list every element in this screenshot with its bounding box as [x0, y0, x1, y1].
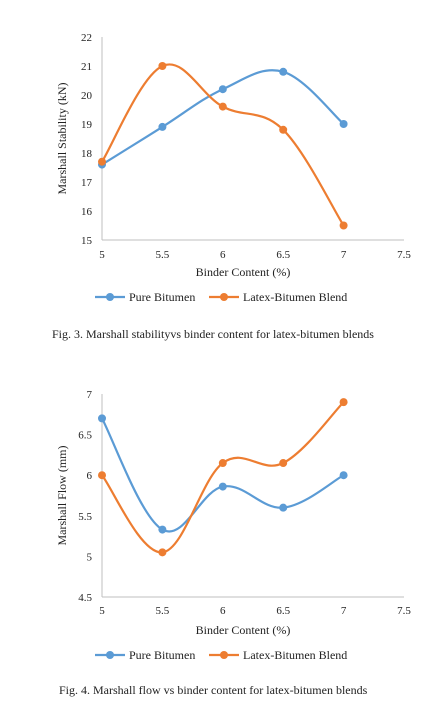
y-tick-label: 20: [81, 90, 93, 102]
x-tick-label: 6.5: [276, 605, 290, 617]
data-point-pure-bitumen: [218, 482, 227, 491]
data-point-pure-bitumen: [279, 503, 288, 512]
data-point-latex-bitumen: [98, 471, 106, 480]
data-point-latex-bitumen: [279, 125, 288, 134]
y-axis-title: Marshall Stability (kN): [55, 83, 69, 195]
x-tick-label: 6: [220, 605, 226, 617]
x-tick-label: 7: [341, 249, 347, 261]
y-axis-title: Marshall Flow (mm): [55, 446, 69, 546]
data-point-latex-bitumen: [158, 548, 167, 557]
legend-label-latex-bitumen: Latex-Bitumen Blend: [243, 648, 347, 662]
data-point-pure-bitumen: [218, 85, 227, 94]
y-tick-label: 5: [87, 551, 93, 563]
data-point-pure-bitumen: [279, 67, 288, 76]
y-tick-label: 6: [87, 470, 93, 482]
x-tick-label: 5.5: [156, 249, 170, 261]
x-tick-label: 5.5: [156, 605, 170, 617]
data-point-latex-bitumen: [98, 157, 106, 166]
y-tick-label: 17: [81, 177, 93, 189]
fig4-caption: Fig. 4. Marshall flow vs binder content …: [59, 683, 368, 697]
y-tick-label: 7: [87, 389, 93, 401]
x-tick-label: 7.5: [397, 605, 411, 617]
data-point-pure-bitumen: [339, 120, 348, 128]
data-point-latex-bitumen: [339, 221, 348, 230]
legend-swatch-marker-latex-bitumen: [220, 293, 228, 301]
y-tick-label: 22: [81, 32, 92, 44]
data-point-latex-bitumen: [218, 459, 227, 468]
data-point-latex-bitumen: [279, 459, 288, 468]
data-point-pure-bitumen: [339, 471, 348, 480]
legend-label-pure-bitumen: Pure Bitumen: [129, 648, 195, 662]
legend-label-pure-bitumen: Pure Bitumen: [129, 290, 195, 304]
y-tick-label: 5.5: [78, 511, 92, 523]
legend-swatch-marker-pure-bitumen: [106, 651, 114, 659]
fig3-caption: Fig. 3. Marshall stabilityvs binder cont…: [52, 327, 374, 341]
data-point-latex-bitumen: [158, 62, 167, 70]
x-tick-label: 7.5: [397, 249, 411, 261]
data-point-pure-bitumen: [158, 525, 167, 534]
x-tick-label: 6.5: [276, 249, 290, 261]
data-point-pure-bitumen: [158, 122, 167, 131]
chart-flow: 4.5 5 5.5 6 6.5 7 5 5.5 6 6.5 7 7.5 Binder Content (…: [55, 389, 411, 662]
series-line-pure-bitumen: [101, 417, 345, 533]
chart-stability: 15 16 17 18 19 20 21 22 5 5.5 6 6.5 7 7.5 Binder Conte…: [55, 32, 411, 304]
series-line-pure-bitumen: [101, 69, 345, 166]
x-tick-label: 5: [99, 249, 105, 261]
legend-swatch-marker-latex-bitumen: [220, 651, 228, 659]
series-line-latex-bitumen: [101, 401, 345, 554]
y-tick-label: 18: [81, 148, 93, 160]
y-tick-label: 15: [81, 235, 93, 247]
x-tick-label: 7: [341, 605, 347, 617]
data-point-latex-bitumen: [218, 102, 227, 111]
legend-label-latex-bitumen: Latex-Bitumen Blend: [243, 290, 347, 304]
data-point-pure-bitumen: [98, 414, 106, 423]
y-tick-label: 19: [81, 119, 93, 131]
y-tick-label: 4.5: [78, 592, 92, 604]
x-tick-label: 6: [220, 249, 226, 261]
y-tick-label: 6.5: [78, 430, 92, 442]
y-tick-label: 21: [81, 61, 92, 73]
x-axis-title: Binder Content (%): [196, 623, 291, 637]
legend-swatch-marker-pure-bitumen: [106, 293, 114, 301]
y-tick-label: 16: [81, 206, 93, 218]
x-tick-label: 5: [99, 605, 105, 617]
x-axis-title: Binder Content (%): [196, 265, 291, 279]
data-point-latex-bitumen: [339, 398, 348, 407]
